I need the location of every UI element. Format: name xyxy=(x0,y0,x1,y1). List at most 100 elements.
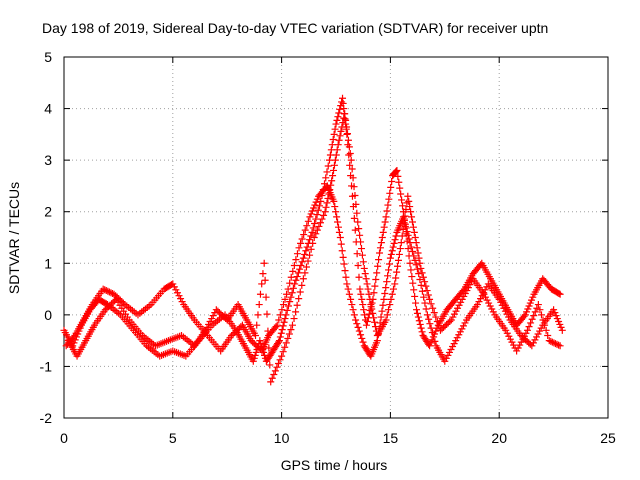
data-point xyxy=(322,174,330,182)
data-point xyxy=(332,120,340,128)
data-point xyxy=(447,345,455,353)
data-point xyxy=(381,289,389,297)
data-point xyxy=(215,309,223,317)
data-point xyxy=(387,295,395,303)
data-point xyxy=(412,261,420,269)
data-point xyxy=(416,259,424,267)
data-point xyxy=(337,240,345,248)
data-point xyxy=(390,239,398,247)
data-point xyxy=(351,192,359,200)
data-point xyxy=(247,337,255,345)
data-point xyxy=(397,190,405,198)
data-point xyxy=(307,232,315,240)
data-point xyxy=(307,245,315,253)
data-point xyxy=(302,263,310,271)
data-point xyxy=(286,279,294,287)
data-point xyxy=(387,250,395,258)
data-point xyxy=(539,316,547,324)
data-point xyxy=(356,231,364,239)
data-point xyxy=(455,301,463,309)
x-tick-label: 20 xyxy=(491,430,507,446)
data-point xyxy=(208,315,216,323)
data-point xyxy=(361,270,369,278)
data-point xyxy=(292,308,300,316)
data-point xyxy=(172,286,180,294)
data-point xyxy=(418,269,426,277)
data-point xyxy=(387,183,395,191)
data-point xyxy=(293,273,301,281)
data-point xyxy=(300,231,308,239)
data-point xyxy=(385,195,393,203)
data-point xyxy=(534,330,542,338)
data-point xyxy=(410,228,418,236)
data-point xyxy=(101,286,109,294)
data-point xyxy=(399,202,407,210)
data-point xyxy=(553,315,561,323)
data-point xyxy=(340,105,348,113)
data-point xyxy=(284,302,292,310)
data-point xyxy=(363,280,371,288)
data-point xyxy=(536,327,544,335)
data-point xyxy=(376,319,384,327)
data-point xyxy=(382,284,390,292)
data-point xyxy=(235,324,243,332)
data-point xyxy=(555,341,563,349)
data-point xyxy=(308,207,316,215)
y-tick-label: 2 xyxy=(44,204,52,220)
data-point xyxy=(552,312,560,320)
data-point xyxy=(329,172,337,180)
data-point xyxy=(380,295,388,303)
data-point xyxy=(383,311,391,319)
data-point xyxy=(103,304,111,312)
data-point xyxy=(303,243,311,251)
data-point xyxy=(330,161,338,169)
data-point xyxy=(388,290,396,298)
data-point xyxy=(444,319,452,327)
data-point xyxy=(293,301,301,309)
data-point xyxy=(353,320,361,328)
data-point xyxy=(344,130,352,138)
data-point xyxy=(411,292,419,300)
data-point xyxy=(528,296,536,304)
data-point xyxy=(357,245,365,253)
data-point xyxy=(249,357,257,365)
data-point xyxy=(261,276,269,284)
data-point xyxy=(417,324,425,332)
data-point xyxy=(289,267,297,275)
data-point xyxy=(334,218,342,226)
data-point xyxy=(461,289,469,297)
data-point xyxy=(328,141,336,149)
data-point xyxy=(312,198,320,206)
data-point xyxy=(175,292,183,300)
data-point xyxy=(409,223,417,231)
data-point xyxy=(252,348,260,356)
data-point xyxy=(417,264,425,272)
data-point xyxy=(345,290,353,298)
data-point xyxy=(394,256,402,264)
data-point xyxy=(255,301,263,309)
data-point xyxy=(526,340,534,348)
data-point xyxy=(404,231,412,239)
data-point xyxy=(420,293,428,301)
data-point xyxy=(372,275,380,283)
data-point xyxy=(371,318,379,326)
data-point xyxy=(498,301,506,309)
data-point xyxy=(326,186,334,194)
data-point xyxy=(201,326,209,334)
data-point xyxy=(326,151,334,159)
data-point xyxy=(256,337,264,345)
data-point xyxy=(325,190,333,198)
data-point xyxy=(283,290,291,298)
data-point xyxy=(385,306,393,314)
data-point xyxy=(334,223,342,231)
data-point xyxy=(428,329,436,337)
data-point xyxy=(416,320,424,328)
data-point xyxy=(545,337,553,345)
data-point xyxy=(250,340,258,348)
data-point xyxy=(528,342,536,350)
data-point xyxy=(423,311,431,319)
data-point xyxy=(339,94,347,102)
data-point xyxy=(404,192,412,200)
data-point xyxy=(321,208,329,216)
data-point xyxy=(406,239,414,247)
